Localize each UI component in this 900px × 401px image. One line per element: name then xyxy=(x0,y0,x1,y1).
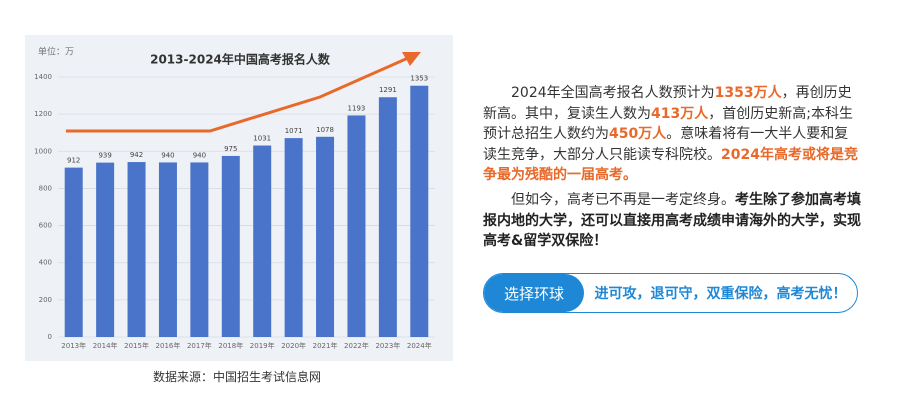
x-tick-label: 2017年 xyxy=(187,341,212,350)
value-label: 942 xyxy=(130,151,143,159)
value-label: 975 xyxy=(224,145,237,153)
cta-button[interactable]: 选择环球 进可攻，退可守，双重保险，高考无忧！ xyxy=(483,273,858,313)
value-label: 1193 xyxy=(348,104,366,112)
bar xyxy=(96,162,115,337)
bar xyxy=(190,162,209,337)
source-note: 数据来源：中国招生考试信息网 xyxy=(153,369,321,384)
x-tick-label: 2015年 xyxy=(124,341,149,350)
y-tick-label: 0 xyxy=(48,333,52,341)
highlight: 450万人 xyxy=(609,126,667,142)
value-label: 1031 xyxy=(253,135,271,143)
trend-line xyxy=(66,56,409,133)
bar xyxy=(410,85,429,337)
arrow-head xyxy=(402,52,421,66)
trend-arrow xyxy=(66,52,421,133)
value-label: 1078 xyxy=(316,126,334,134)
bar xyxy=(221,155,240,337)
value-label: 939 xyxy=(98,152,111,160)
y-tick-label: 200 xyxy=(39,296,52,304)
text: 。意味着将有一大半人要和复读生竞争，大部分人只能读专科院校。 xyxy=(483,126,849,163)
x-tick-label: 2024年 xyxy=(407,341,432,350)
y-tick-label: 1200 xyxy=(34,110,52,118)
highlight: 413万人 xyxy=(651,105,709,122)
bar xyxy=(347,115,366,337)
y-tick-label: 600 xyxy=(39,222,52,230)
y-tick-label: 1000 xyxy=(34,147,52,155)
text: ，再创历史新高。其中，复读生人数为 xyxy=(483,85,852,122)
value-label: 912 xyxy=(67,157,80,165)
bar xyxy=(64,167,83,337)
x-tick-label: 2014年 xyxy=(93,341,118,350)
y-tick-label: 800 xyxy=(39,184,52,192)
bold-text: 考生除了参加高考填报内地的大学，还可以直接用高考成绩申请海外的大学，实现高考&留… xyxy=(483,192,861,249)
x-tick-label: 2023年 xyxy=(375,341,400,350)
x-tick-label: 2016年 xyxy=(156,341,181,350)
text: 但如今，高考已不再是一考定终身。 xyxy=(511,192,735,208)
value-label: 1071 xyxy=(285,127,303,135)
bar xyxy=(378,97,397,337)
y-tick-label: 1400 xyxy=(34,73,52,81)
x-tick-label: 2018年 xyxy=(218,341,243,350)
plot: 0 200 400 600 800 1000 1200 1400 2013年 912 2014年 93… xyxy=(34,73,435,350)
text: 2024年全国高考报名人数预计为 xyxy=(511,85,715,101)
x-tick-label: 2019年 xyxy=(250,341,275,350)
chart-title: 2013-2024年中国高考报名人数 xyxy=(150,52,331,67)
x-tick-label: 2013年 xyxy=(61,341,86,350)
bar xyxy=(158,162,177,337)
button-label[interactable]: 选择环球 xyxy=(484,274,584,312)
x-tick-label: 2022年 xyxy=(344,341,369,350)
highlight: 2024年高考或将是竞争最为残酷的一届高考。 xyxy=(483,146,858,184)
bar xyxy=(253,145,272,337)
button-slogan[interactable]: 进可攻，退可守，双重保险，高考无忧！ xyxy=(594,286,847,302)
unit-label: 单位：万 xyxy=(38,46,74,58)
paragraph: 但如今，高考已不再是一考定终身。考生除了参加高考填报内地的大学，还可以直接用高考… xyxy=(483,190,861,252)
bar xyxy=(316,136,335,337)
bar xyxy=(127,162,146,337)
value-label: 940 xyxy=(193,151,206,159)
value-label: 940 xyxy=(161,151,174,159)
value-label: 1353 xyxy=(410,75,428,83)
highlight: 1353万人 xyxy=(714,85,782,101)
value-label: 1291 xyxy=(379,86,397,94)
text: ，首创历史新高;本科生预计总招生人数约为 xyxy=(483,105,853,143)
y-tick-label: 400 xyxy=(39,259,52,267)
x-tick-label: 2021年 xyxy=(313,341,338,350)
x-tick-label: 2020年 xyxy=(281,341,306,350)
paragraph: 2024年全国高考报名人数预计为1353万人，再创历史新高。其中，复读生人数为4… xyxy=(483,83,861,186)
bar xyxy=(284,138,303,337)
